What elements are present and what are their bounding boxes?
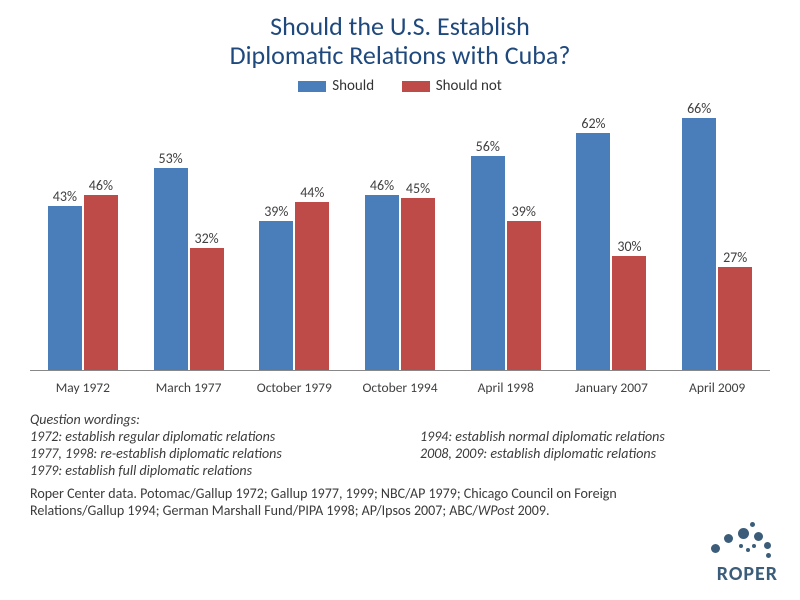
roper-logo: ROPER: [706, 520, 778, 586]
x-axis-label: January 2007: [559, 375, 665, 403]
note-line: 1994: establish normal diplomatic relati…: [420, 428, 770, 445]
x-axis-label: October 1979: [241, 375, 347, 403]
legend-label-should: Should: [332, 77, 374, 95]
question-wordings-heading: Question wordings:: [30, 411, 770, 428]
notes-right-col: 1994: establish normal diplomatic relati…: [420, 428, 770, 479]
bar: 46%: [84, 195, 118, 371]
x-axis-label: April 1998: [453, 375, 559, 403]
bar-value-label: 27%: [723, 249, 747, 266]
bar: 39%: [507, 221, 541, 370]
source-citation: Roper Center data. Potomac/Gallup 1972; …: [30, 485, 630, 520]
source-suffix: 2009.: [514, 502, 549, 519]
chart-title: Should the U.S. Establish Diplomatic Rel…: [20, 12, 780, 69]
title-line-1: Should the U.S. Establish: [270, 10, 530, 42]
bar: 44%: [295, 202, 329, 370]
notes: Question wordings: 1972: establish regul…: [30, 411, 770, 520]
logo-dots-icon: [706, 520, 778, 566]
bar-group: 53%32%: [136, 103, 242, 371]
bar-value-label: 62%: [581, 115, 605, 132]
bar-value-label: 46%: [89, 177, 113, 194]
bar: 62%: [576, 133, 610, 370]
bar-chart: 43%46%53%32%39%44%46%45%56%39%62%30%66%2…: [30, 103, 770, 403]
bar-value-label: 39%: [264, 203, 288, 220]
note-line: 1979: establish full diplomatic relation…: [30, 462, 380, 479]
legend-label-should-not: Should not: [436, 77, 502, 95]
legend-swatch-should-not: [402, 81, 430, 92]
x-axis-label: March 1977: [136, 375, 242, 403]
bar-group: 39%44%: [241, 103, 347, 371]
bar-value-label: 53%: [158, 150, 182, 167]
bar: 45%: [401, 198, 435, 370]
bar: 32%: [190, 248, 224, 371]
bar-value-label: 45%: [406, 180, 430, 197]
bar-value-label: 66%: [687, 100, 711, 117]
x-axis: [30, 370, 770, 371]
title-line-2: Diplomatic Relations with Cuba?: [230, 39, 571, 71]
bar-group: 62%30%: [559, 103, 665, 371]
bar-value-label: 30%: [617, 238, 641, 255]
bar-group: 43%46%: [30, 103, 136, 371]
bar: 46%: [365, 195, 399, 371]
bar: 39%: [259, 221, 293, 370]
note-line: 2008, 2009: establish diplomatic relatio…: [420, 445, 770, 462]
plot-area: 43%46%53%32%39%44%46%45%56%39%62%30%66%2…: [30, 103, 770, 371]
slide: Should the U.S. Establish Diplomatic Rel…: [0, 0, 800, 600]
source-italic: WPost: [478, 502, 515, 519]
legend: Should Should not: [20, 77, 780, 97]
x-axis-label: April 2009: [664, 375, 770, 403]
x-axis-label: May 1972: [30, 375, 136, 403]
bar: 66%: [682, 118, 716, 371]
note-line: 1972: establish regular diplomatic relat…: [30, 428, 380, 445]
bar-group: 66%27%: [664, 103, 770, 371]
bar-value-label: 39%: [512, 203, 536, 220]
x-axis-labels: May 1972March 1977October 1979October 19…: [30, 375, 770, 403]
bar-value-label: 43%: [53, 188, 77, 205]
bar-value-label: 56%: [476, 138, 500, 155]
bar: 56%: [471, 156, 505, 370]
bar-value-label: 32%: [194, 230, 218, 247]
bar-value-label: 46%: [370, 177, 394, 194]
bar: 27%: [718, 267, 752, 370]
bar: 30%: [612, 256, 646, 371]
bar-group: 46%45%: [347, 103, 453, 371]
legend-item-should: Should: [298, 77, 374, 95]
bar-value-label: 44%: [300, 184, 324, 201]
x-axis-label: October 1994: [347, 375, 453, 403]
legend-swatch-should: [298, 81, 326, 92]
notes-left-col: 1972: establish regular diplomatic relat…: [30, 428, 380, 479]
note-line: 1977, 1998: re-establish diplomatic rela…: [30, 445, 380, 462]
bar: 53%: [154, 168, 188, 371]
bar: 43%: [48, 206, 82, 371]
legend-item-should-not: Should not: [402, 77, 502, 95]
bar-group: 56%39%: [453, 103, 559, 371]
